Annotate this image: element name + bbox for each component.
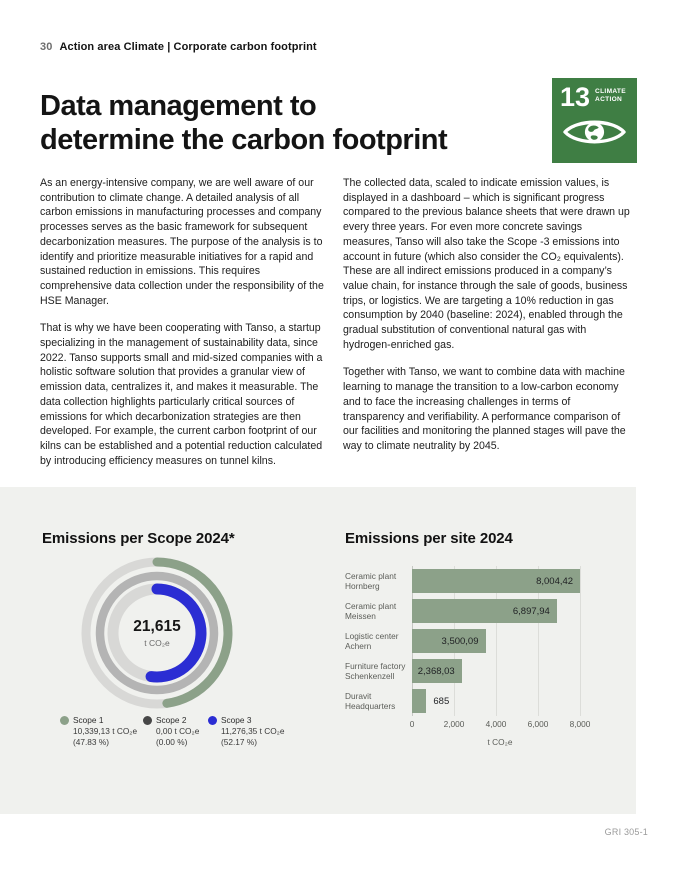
body-paragraph: The collected data, scaled to indicate e… (343, 177, 630, 351)
sdg13-header: 13 CLIMATE ACTION (552, 78, 637, 112)
donut-chart-title: Emissions per Scope 2024* (42, 530, 235, 548)
bar-chart-title: Emissions per site 2024 (345, 530, 513, 548)
bar-value-label: 2,368,03 (417, 665, 455, 677)
sdg13-badge: 13 CLIMATE ACTION (552, 78, 637, 163)
x-tick-label: 4,000 (485, 719, 507, 729)
page-title: Data management to determine the carbon … (40, 89, 448, 157)
x-tick-label: 0 (409, 719, 415, 729)
eye-globe-icon (563, 120, 626, 144)
x-tick-label: 6,000 (527, 719, 549, 729)
x-tick-label: 8,000 (569, 719, 591, 729)
bar-row: Furniture factory Schenkenzell 2,368,03 (345, 656, 605, 686)
legend-dot-icon (208, 716, 217, 725)
bar: 3,500,09 (412, 629, 486, 653)
bar-value-label: 685 (433, 695, 450, 707)
bar-track: 6,897,94 (412, 599, 588, 623)
bar: 685 (412, 689, 449, 713)
bar-row: Duravit Headquarters 685 (345, 686, 605, 716)
body-paragraph: Together with Tanso, we want to combine … (343, 366, 626, 452)
legend-name: Scope 3 (221, 715, 252, 725)
page-title-line1: Data management to (40, 90, 317, 123)
donut-arc-scope-1 (81, 557, 233, 709)
bar-value-label: 3,500,09 (441, 635, 479, 647)
x-axis-ticks: 0 2,000 4,000 6,000 8,000 (409, 719, 591, 730)
body-columns: As an energy-intensive company, we are w… (40, 176, 630, 481)
bar-category-label: Duravit Headquarters (345, 690, 396, 712)
body-column-left: As an energy-intensive company, we are w… (40, 176, 327, 481)
donut-ring-track-2 (95, 571, 219, 695)
legend-dot-icon (143, 716, 152, 725)
legend-value: 11,276,35 t CO₂e (221, 726, 285, 736)
bar-value-label: 8,004,42 (536, 575, 574, 587)
bar-category-label: Logistic center Achern (345, 630, 399, 652)
legend-percent: (0.00 %) (156, 737, 188, 747)
donut-center-label: 21,615 t CO₂e (77, 553, 237, 713)
scope-donut-chart: 21,615 t CO₂e (77, 553, 237, 713)
sdg13-label: CLIMATE ACTION (595, 88, 626, 103)
legend-value: 0,00 t CO₂e (156, 726, 200, 736)
legend-item-scope-1: Scope 1 10,339,13 t CO₂e (47.83 %) (60, 715, 137, 748)
bar-category-label: Ceramic plant Hornberg (345, 570, 397, 592)
gridline (580, 566, 581, 716)
gri-reference: GRI 305-1 (604, 827, 648, 837)
bar-row: Logistic center Achern 3,500,09 (345, 626, 605, 656)
donut-total-unit: t CO₂e (144, 638, 170, 648)
x-axis-label: t CO₂e (487, 737, 513, 747)
page-number: 30 (40, 41, 53, 53)
bar: 6,897,94 (412, 599, 557, 623)
sdg13-number: 13 (560, 82, 591, 112)
body-paragraph: As an energy-intensive company, we are w… (40, 177, 324, 307)
donut-arc-scope-3 (107, 583, 207, 683)
bar-row: Ceramic plant Hornberg 8,004,42 (345, 566, 605, 596)
bar-row: Ceramic plant Meissen 6,897,94 (345, 596, 605, 626)
bar: 8,004,42 (412, 569, 581, 593)
bar-category-label: Furniture factory Schenkenzell (345, 660, 406, 682)
bar-track: 8,004,42 (412, 569, 588, 593)
legend-percent: (47.83 %) (73, 737, 109, 747)
bar-value-label: 6,897,94 (512, 605, 550, 617)
charts-panel: Emissions per Scope 2024* Emissions per … (0, 487, 636, 814)
body-column-right: The collected data, scaled to indicate e… (343, 176, 630, 481)
breadcrumb: 30 Action area Climate | Corporate carbon… (40, 41, 317, 53)
donut-total-value: 21,615 (133, 618, 181, 635)
legend-item-scope-3: Scope 3 11,276,35 t CO₂e (52.17 %) (208, 715, 285, 748)
bar-track: 2,368,03 (412, 659, 588, 683)
bar: 2,368,03 (412, 659, 462, 683)
legend-item-scope-2: Scope 2 0,00 t CO₂e (0.00 %) (143, 715, 199, 748)
section-header: Action area Climate | Corporate carbon f… (59, 41, 317, 53)
bar-track: 685 (412, 689, 588, 713)
legend-value: 10,339,13 t CO₂e (73, 726, 138, 736)
gridline (538, 566, 539, 716)
legend-name: Scope 2 (156, 715, 187, 725)
gridline (496, 566, 497, 716)
bar-track: 3,500,09 (412, 629, 588, 653)
page-title-line2: determine the carbon footprint (40, 124, 448, 157)
x-tick-label: 2,000 (443, 719, 465, 729)
legend-dot-icon (60, 716, 69, 725)
site-bar-chart: Ceramic plant Hornberg 8,004,42 Ceramic pla… (345, 566, 605, 747)
bar-category-label: Ceramic plant Meissen (345, 600, 397, 622)
donut-svg (81, 557, 233, 709)
legend-percent: (52.17 %) (221, 737, 257, 747)
bar-plot-area: Ceramic plant Hornberg 8,004,42 Ceramic pla… (345, 566, 605, 716)
legend-name: Scope 1 (73, 715, 104, 725)
body-paragraph: That is why we have been cooperating wit… (40, 322, 323, 467)
